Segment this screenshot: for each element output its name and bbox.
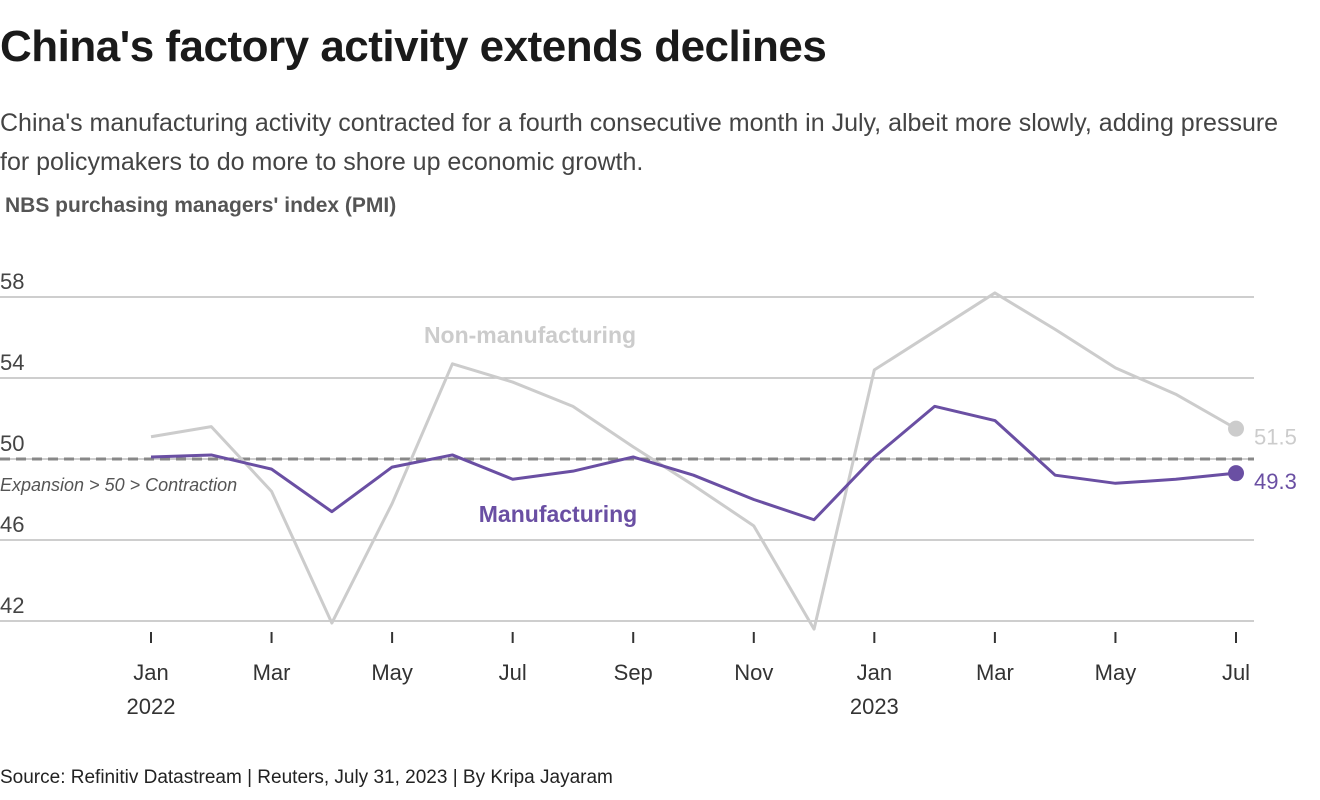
x-tick-label: May bbox=[371, 660, 413, 685]
y-tick-label: 46 bbox=[0, 512, 24, 537]
y-tick-label: 58 bbox=[0, 269, 24, 294]
chart-subtitle: China's manufacturing activity contracte… bbox=[0, 109, 1279, 176]
x-tick-label: Jul bbox=[499, 660, 527, 685]
y-tick-label: 54 bbox=[0, 350, 24, 375]
end-value-label: 49.3 bbox=[1254, 469, 1297, 494]
x-year-label: 2023 bbox=[850, 694, 899, 719]
x-tick-label: May bbox=[1095, 660, 1137, 685]
reference-label: Expansion > 50 > Contraction bbox=[0, 475, 237, 495]
end-value-label: 51.5 bbox=[1254, 425, 1297, 450]
x-year-label: 2022 bbox=[127, 694, 176, 719]
source-note: Source: Refinitiv Datastream | Reuters, … bbox=[0, 767, 613, 788]
x-tick-label: Nov bbox=[734, 660, 773, 685]
end-point bbox=[1228, 465, 1244, 482]
chart: 42 46 50 54 58 Expansion > 50 > Contraction Ja… bbox=[0, 269, 1297, 719]
y-tick-label: 50 bbox=[0, 431, 24, 456]
x-tick-label: Jan bbox=[133, 660, 168, 685]
y-axis-title: NBS purchasing managers' index (PMI) bbox=[5, 194, 397, 217]
series-label: Non-manufacturing bbox=[424, 322, 636, 348]
series-line bbox=[150, 291, 1237, 631]
series-label: Manufacturing bbox=[479, 501, 637, 527]
chart-title: China's factory activity extends decline… bbox=[0, 22, 827, 71]
x-tick-label: Sep bbox=[614, 660, 653, 685]
y-tick-label: 42 bbox=[0, 593, 24, 618]
x-tick-label: Jan bbox=[857, 660, 892, 685]
series-line bbox=[150, 404, 1237, 522]
x-tick-label: Mar bbox=[976, 660, 1014, 685]
end-point bbox=[1228, 420, 1244, 437]
x-tick-label: Jul bbox=[1222, 660, 1250, 685]
x-tick-label: Mar bbox=[253, 660, 291, 685]
